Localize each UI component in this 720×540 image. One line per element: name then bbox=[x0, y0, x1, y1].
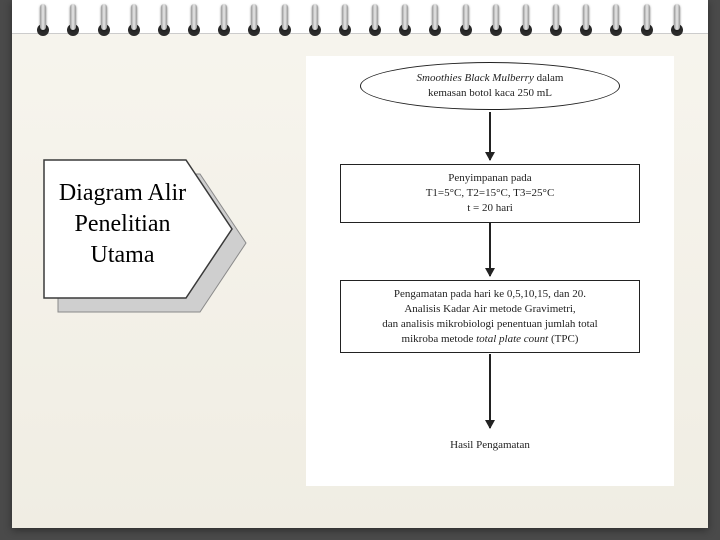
flow-arrow bbox=[489, 112, 491, 160]
spiral-ring bbox=[276, 6, 294, 42]
flow-node-line: t = 20 hari bbox=[351, 201, 629, 216]
flow-node-line: T1=5°C, T2=15°C, T3=25°C bbox=[351, 186, 629, 201]
spiral-ring bbox=[245, 6, 263, 42]
title-line-3: Utama bbox=[30, 240, 215, 271]
flow-node-line: Penyimpanan pada bbox=[351, 171, 629, 186]
flow-node-storage: Penyimpanan padaT1=5°C, T2=15°C, T3=25°C… bbox=[340, 164, 640, 223]
notebook-page: Diagram Alir Penelitian Utama Smoothies … bbox=[12, 0, 708, 528]
title-line-2: Penelitian bbox=[30, 209, 215, 240]
spiral-ring bbox=[457, 6, 475, 42]
spiral-ring bbox=[185, 6, 203, 42]
spiral-ring bbox=[577, 6, 595, 42]
spiral-ring bbox=[125, 6, 143, 42]
spiral-ring bbox=[638, 6, 656, 42]
spiral-ring bbox=[607, 6, 625, 42]
flowchart-canvas: Smoothies Black Mulberry dalamkemasan bo… bbox=[306, 56, 674, 486]
flow-node-line: Hasil Pengamatan bbox=[350, 438, 630, 453]
spiral-rings bbox=[12, 6, 708, 46]
spiral-ring bbox=[64, 6, 82, 42]
spiral-ring bbox=[306, 6, 324, 42]
flow-node-line: Smoothies Black Mulberry dalam bbox=[383, 71, 597, 86]
spiral-ring bbox=[547, 6, 565, 42]
flow-node-line: mikroba metode total plate count (TPC) bbox=[351, 332, 629, 347]
spiral-ring bbox=[95, 6, 113, 42]
spiral-ring bbox=[396, 6, 414, 42]
flowchart-panel: Smoothies Black Mulberry dalamkemasan bo… bbox=[306, 56, 674, 486]
spiral-ring bbox=[215, 6, 233, 42]
flow-node-result: Hasil Pengamatan bbox=[340, 432, 640, 459]
spiral-ring bbox=[366, 6, 384, 42]
spiral-ring bbox=[34, 6, 52, 42]
flow-node-line: Analisis Kadar Air metode Gravimetri, bbox=[351, 302, 629, 317]
title-line-1: Diagram Alir bbox=[30, 178, 215, 209]
spiral-ring bbox=[336, 6, 354, 42]
flow-node-line: kemasan botol kaca 250 mL bbox=[383, 86, 597, 101]
flow-arrow bbox=[489, 354, 491, 428]
flow-node-start: Smoothies Black Mulberry dalamkemasan bo… bbox=[360, 62, 620, 110]
spiral-ring bbox=[517, 6, 535, 42]
spiral-ring bbox=[668, 6, 686, 42]
flow-node-line: dan analisis mikrobiologi penentuan juml… bbox=[351, 317, 629, 332]
flow-node-observation: Pengamatan pada hari ke 0,5,10,15, dan 2… bbox=[340, 280, 640, 353]
spiral-ring bbox=[426, 6, 444, 42]
title-callout-text: Diagram Alir Penelitian Utama bbox=[30, 178, 215, 272]
flow-node-line: Pengamatan pada hari ke 0,5,10,15, dan 2… bbox=[351, 287, 629, 302]
flow-arrow bbox=[489, 222, 491, 276]
spiral-ring bbox=[155, 6, 173, 42]
spiral-ring bbox=[487, 6, 505, 42]
